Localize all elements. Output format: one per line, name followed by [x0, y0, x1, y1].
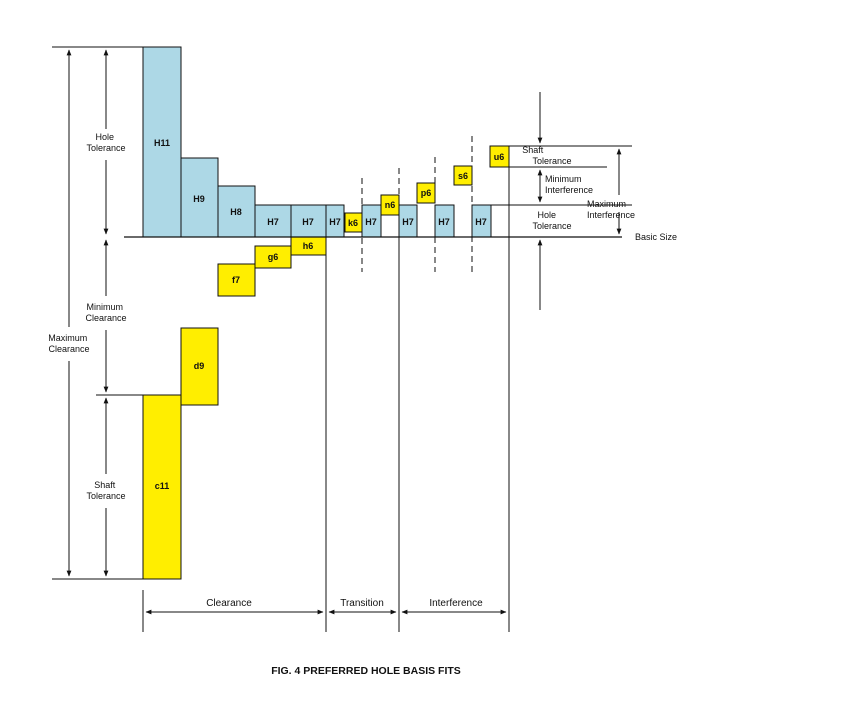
label-n6: n6	[385, 200, 396, 210]
label-h7-fit3: H7	[329, 217, 341, 227]
left-shaft-tolerance-label: Shaft Tolerance	[86, 480, 125, 501]
label-h8: H8	[230, 207, 242, 217]
hole-block-h11	[142, 46, 182, 238]
label-h7-fit4: H7	[365, 217, 377, 227]
reference-lines	[124, 136, 622, 272]
label-c11: c11	[155, 481, 170, 491]
left-hole-tolerance-label: Hole Tolerance	[86, 132, 125, 153]
shaft-block-s6	[453, 165, 473, 186]
label-h7-fit1: H7	[267, 217, 279, 227]
label-h7-fit6: H7	[438, 217, 450, 227]
zone-label-clearance: Clearance	[206, 598, 252, 609]
right-annotations: Shaft Tolerance Minimum Interference Max…	[522, 145, 677, 242]
label-u6: u6	[494, 152, 505, 162]
right-dimensions	[491, 92, 632, 310]
label-g6: g6	[268, 252, 279, 262]
label-s6: s6	[458, 171, 468, 181]
left-dimensions	[52, 46, 143, 580]
label-h9: H9	[193, 194, 205, 204]
shaft-block-f7	[217, 263, 256, 297]
shaft-block-u6	[489, 145, 510, 168]
right-min-interference-label: Minimum Interference	[545, 174, 593, 195]
zone-dividers	[142, 167, 510, 632]
label-f7: f7	[232, 275, 240, 285]
label-h6: h6	[303, 241, 314, 251]
zone-label-interference: Interference	[429, 598, 483, 609]
right-shaft-tolerance-label: Shaft Tolerance	[522, 145, 571, 166]
shaft-blocks	[142, 145, 510, 580]
block-labels: H11 H9 H8 H7 H7 H7 H7 H7 H7 H7 c11 d9 f7…	[154, 138, 504, 491]
left-max-clearance-label: Maximum Clearance	[48, 333, 90, 354]
left-min-clearance-label: Minimum Clearance	[85, 302, 126, 323]
hole-block-h9	[180, 157, 219, 238]
label-k6: k6	[348, 218, 358, 228]
shaft-block-c11	[142, 394, 182, 580]
basic-size-label: Basic Size	[635, 232, 677, 242]
hole-blocks	[142, 46, 492, 238]
right-hole-tolerance-label: Hole Tolerance	[532, 210, 571, 231]
shaft-block-d9	[180, 327, 219, 406]
label-h7-fit2: H7	[302, 217, 314, 227]
zone-labels: Clearance Transition Interference	[196, 597, 492, 609]
left-annotations: Hole Tolerance Minimum Clearance Maximum…	[48, 132, 126, 501]
zone-label-transition: Transition	[340, 598, 384, 609]
shaft-block-n6	[380, 194, 400, 216]
right-max-interference-label: Maximum Interference	[587, 199, 635, 220]
label-h11: H11	[154, 138, 170, 148]
label-d9: d9	[194, 361, 205, 371]
label-h7-fit5: H7	[402, 217, 414, 227]
label-p6: p6	[421, 188, 432, 198]
label-h7-fit7: H7	[475, 217, 487, 227]
figure-caption: FIG. 4 PREFERRED HOLE BASIS FITS	[271, 665, 461, 677]
shaft-block-g6	[254, 245, 292, 269]
